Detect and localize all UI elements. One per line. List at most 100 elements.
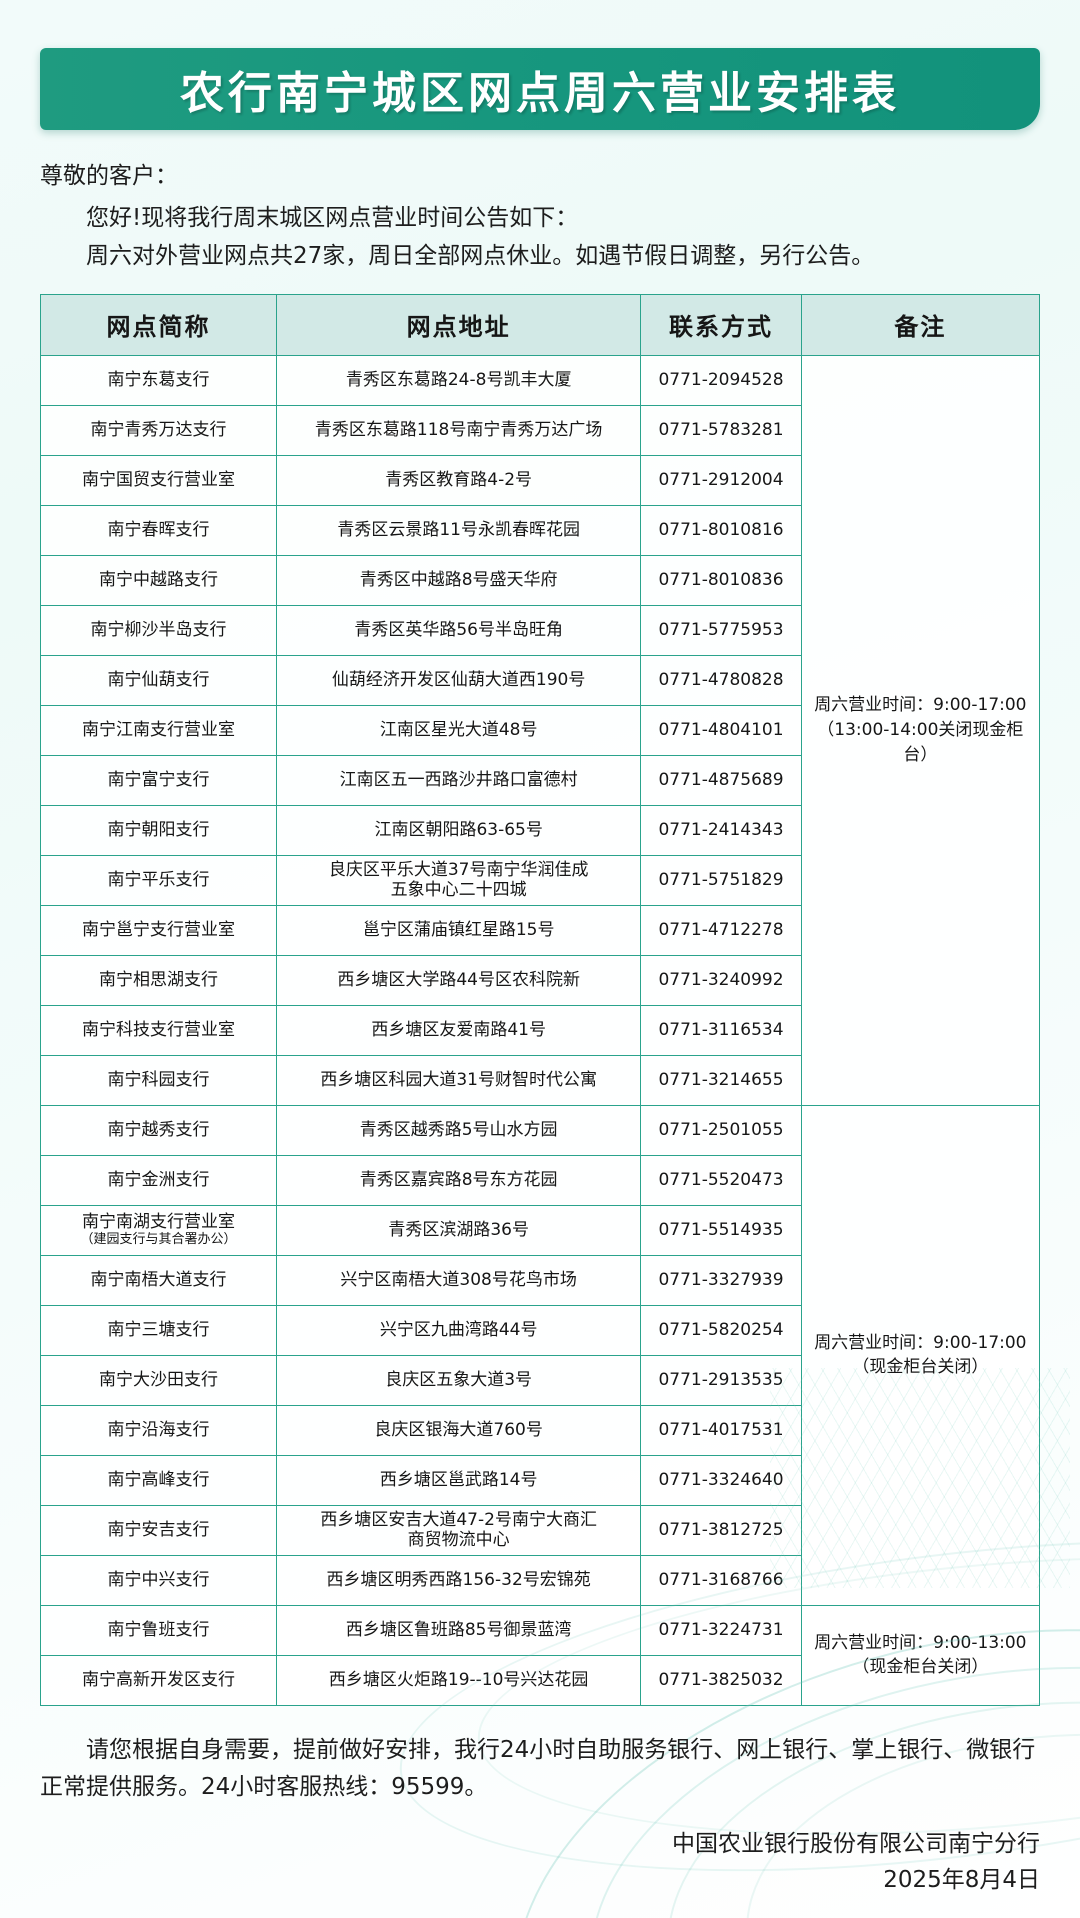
branch-name-text: 南宁高峰支行 xyxy=(107,1469,210,1490)
cell-contact-phone: 0771-5783281 xyxy=(640,404,802,456)
cell-branch-name: 南宁科技支行营业室 xyxy=(40,1004,277,1056)
cell-branch-name: 南宁三塘支行 xyxy=(40,1304,277,1356)
signature-block: 中国农业银行股份有限公司南宁分行 2025年8月4日 xyxy=(40,1827,1040,1898)
branch-address-line1: 西乡塘区鲁班路85号御景蓝湾 xyxy=(345,1620,572,1641)
table-row: 南宁平乐支行 良庆区平乐大道37号南宁华润佳成 五象中心二十四城 0771-57518… xyxy=(40,854,1040,906)
branch-address-line1: 青秀区教育路4-2号 xyxy=(385,470,533,491)
schedule-table-wrapper: 网点简称 网点地址 联系方式 备注 南宁东葛支行 青秀区东葛路24-8号凯丰大厦 0… xyxy=(40,293,1041,1706)
column-header-contact: 联系方式 xyxy=(640,293,802,356)
cell-contact-phone: 0771-5820254 xyxy=(640,1304,802,1356)
cell-branch-name: 南宁安吉支行 xyxy=(40,1504,277,1556)
table-row: 南宁高新开发区支行 西乡塘区火炬路19--10号兴达花园 0771-3825032 xyxy=(40,1654,1040,1706)
table-row: 南宁三塘支行 兴宁区九曲湾路44号 0771-5820254 xyxy=(40,1304,1040,1356)
cell-contact-phone: 0771-2913535 xyxy=(640,1354,802,1406)
cell-branch-name: 南宁中越路支行 xyxy=(40,554,277,606)
issue-date: 2025年8月4日 xyxy=(883,1867,1040,1894)
cell-contact-phone: 0771-2501055 xyxy=(640,1104,802,1156)
cell-contact-phone: 0771-3116534 xyxy=(640,1004,802,1056)
branch-name-text: 南宁高新开发区支行 xyxy=(82,1669,235,1690)
cell-branch-address: 西乡塘区大学路44号区农科院新 xyxy=(275,954,642,1006)
cell-contact-phone: 0771-2094528 xyxy=(640,354,802,406)
table-row: 南宁南梧大道支行 兴宁区南梧大道308号花鸟市场 0771-3327939 xyxy=(40,1254,1040,1306)
cell-contact-phone: 0771-3214655 xyxy=(640,1054,802,1106)
branch-address-line1: 西乡塘区大学路44号区农科院新 xyxy=(337,970,580,991)
table-row: 南宁春晖支行 青秀区云景路11号永凯春晖花园 0771-8010816 xyxy=(40,504,1040,556)
issuer-name: 中国农业银行股份有限公司南宁分行 xyxy=(672,1831,1040,1858)
title-banner-background: 农行南宁城区网点周六营业安排表 xyxy=(40,48,1040,130)
cell-branch-address: 邕宁区蒲庙镇红星路15号 xyxy=(275,904,642,956)
branch-name-text: 南宁青秀万达支行 xyxy=(90,419,227,440)
cell-branch-name: 南宁东葛支行 xyxy=(40,354,277,406)
branch-name-text: 南宁鲁班支行 xyxy=(107,1619,210,1640)
branch-name-text: 南宁南湖支行营业室 xyxy=(82,1211,235,1232)
cell-branch-name: 南宁邕宁支行营业室 xyxy=(40,904,277,956)
column-header-remark: 备注 xyxy=(800,293,1041,356)
cell-branch-name: 南宁高新开发区支行 xyxy=(40,1654,277,1706)
cell-branch-address: 兴宁区九曲湾路44号 xyxy=(275,1304,642,1356)
table-row: 南宁东葛支行 青秀区东葛路24-8号凯丰大厦 0771-2094528 周六营业时间：… xyxy=(40,354,1041,1106)
branch-address-line1: 西乡塘区邕武路14号 xyxy=(379,1470,538,1491)
cell-branch-name: 南宁科园支行 xyxy=(40,1054,277,1106)
branch-name-subnote: （建园支行与其合署办公） xyxy=(80,1232,237,1248)
branch-address-line1: 良庆区银海大道760号 xyxy=(374,1420,543,1441)
branch-address-line1: 西乡塘区火炬路19--10号兴达花园 xyxy=(328,1670,589,1691)
cell-branch-name: 南宁鲁班支行 xyxy=(40,1604,277,1656)
branch-address-line1: 西乡塘区友爱南路41号 xyxy=(371,1020,546,1041)
cell-contact-phone: 0771-3168766 xyxy=(640,1554,802,1606)
branch-name-text: 南宁南梧大道支行 xyxy=(90,1269,227,1290)
branch-name-text: 南宁相思湖支行 xyxy=(99,969,218,990)
cell-branch-address: 江南区星光大道48号 xyxy=(275,704,642,756)
cell-branch-name: 南宁南梧大道支行 xyxy=(40,1254,277,1306)
cell-branch-address: 青秀区教育路4-2号 xyxy=(275,454,642,506)
branch-address-line1: 江南区星光大道48号 xyxy=(379,720,538,741)
branch-address-line1: 青秀区东葛路118号南宁青秀万达广场 xyxy=(314,420,603,441)
branch-name-text: 南宁朝阳支行 xyxy=(107,819,210,840)
cell-contact-phone: 0771-4804101 xyxy=(640,704,802,756)
table-row: 南宁大沙田支行 良庆区五象大道3号 0771-2913535 xyxy=(40,1354,1040,1406)
cell-branch-address: 江南区五一西路沙井路口富德村 xyxy=(275,754,642,806)
cell-contact-phone: 0771-8010816 xyxy=(640,504,802,556)
branch-name-text: 南宁江南支行营业室 xyxy=(82,719,235,740)
cell-branch-address: 仙葫经济开发区仙葫大道西190号 xyxy=(275,654,642,706)
cell-contact-phone: 0771-4017531 xyxy=(640,1404,802,1456)
footer-paragraph: 请您根据自身需要，提前做好安排，我行24小时自助服务银行、网上银行、掌上银行、微… xyxy=(40,1736,1036,1800)
table-row: 南宁越秀支行 青秀区越秀路5号山水方园 0771-2501055 周六营业时间：9:0… xyxy=(40,1104,1041,1606)
cell-branch-name: 南宁金洲支行 xyxy=(40,1154,277,1206)
cell-branch-address: 良庆区银海大道760号 xyxy=(275,1404,642,1456)
cell-branch-address: 西乡塘区鲁班路85号御景蓝湾 xyxy=(275,1604,642,1656)
cell-branch-name: 南宁中兴支行 xyxy=(40,1554,277,1606)
branch-name-text: 南宁沿海支行 xyxy=(107,1419,210,1440)
branch-name-text: 南宁富宁支行 xyxy=(107,769,210,790)
table-row: 南宁金洲支行 青秀区嘉宾路8号东方花园 0771-5520473 xyxy=(40,1154,1040,1206)
cell-branch-address: 西乡塘区安吉大道47-2号南宁大商汇 商贸物流中心 xyxy=(275,1504,642,1556)
branch-address-line1: 良庆区平乐大道37号南宁华润佳成 xyxy=(328,859,589,880)
remark-line1: 周六营业时间：9:00-17:00 xyxy=(814,1332,1027,1353)
cell-contact-phone: 0771-3812725 xyxy=(640,1504,802,1556)
table-row: 南宁朝阳支行 江南区朝阳路63-65号 0771-2414343 xyxy=(40,804,1040,856)
cell-remark: 周六营业时间：9:00-17:00 （现金柜台关闭） xyxy=(800,1104,1041,1606)
cell-contact-phone: 0771-8010836 xyxy=(640,554,802,606)
table-row: 南宁科园支行 西乡塘区科园大道31号财智时代公寓 0771-3214655 xyxy=(40,1054,1040,1106)
branch-address-line1: 江南区五一西路沙井路口富德村 xyxy=(339,770,578,791)
branch-address-line1: 青秀区滨湖路36号 xyxy=(388,1220,529,1241)
cell-contact-phone: 0771-3324640 xyxy=(640,1454,802,1506)
salutation: 尊敬的客户： xyxy=(40,163,178,189)
cell-contact-phone: 0771-3825032 xyxy=(640,1654,802,1706)
branch-name-text: 南宁仙葫支行 xyxy=(107,669,210,690)
cell-contact-phone: 0771-3224731 xyxy=(640,1604,802,1656)
branch-name-text: 南宁安吉支行 xyxy=(107,1519,210,1540)
branch-name-text: 南宁国贸支行营业室 xyxy=(82,469,235,490)
branch-address-line1: 兴宁区九曲湾路44号 xyxy=(379,1320,538,1341)
branch-address-line1: 江南区朝阳路63-65号 xyxy=(374,820,543,841)
branch-name-text: 南宁三塘支行 xyxy=(107,1319,210,1340)
table-row: 南宁国贸支行营业室 青秀区教育路4-2号 0771-2912004 xyxy=(40,454,1040,506)
intro-line-2: 周六对外营业网点共27家，周日全部网点休业。如遇节假日调整，另行公告。 xyxy=(86,242,875,269)
cell-branch-address: 兴宁区南梧大道308号花鸟市场 xyxy=(275,1254,642,1306)
cell-contact-phone: 0771-3327939 xyxy=(640,1254,802,1306)
cell-branch-name: 南宁仙葫支行 xyxy=(40,654,277,706)
branch-schedule-table: 网点简称 网点地址 联系方式 备注 南宁东葛支行 青秀区东葛路24-8号凯丰大厦 0… xyxy=(40,293,1041,1706)
branch-address-line1: 青秀区中越路8号盛天华府 xyxy=(359,570,558,591)
branch-address-line1: 西乡塘区明秀西路156-32号宏锦苑 xyxy=(326,1570,591,1591)
column-header-branch-name: 网点简称 xyxy=(40,293,277,356)
branch-name-text: 南宁越秀支行 xyxy=(107,1119,210,1140)
